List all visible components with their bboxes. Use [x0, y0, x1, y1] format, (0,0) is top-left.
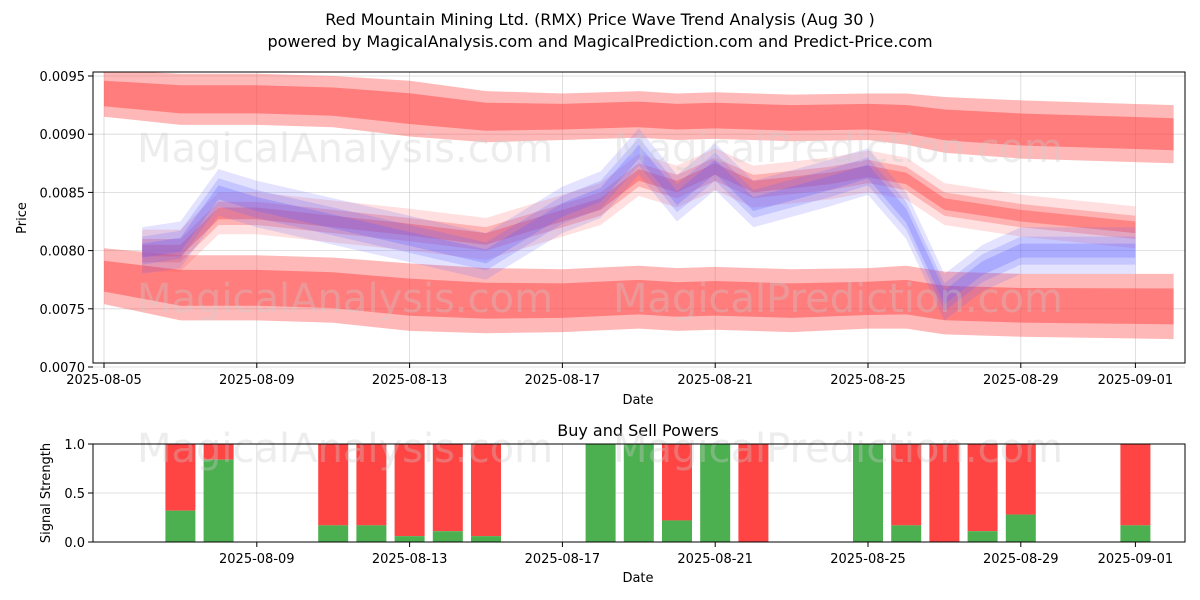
- price-y-axis-label: Price: [15, 202, 30, 234]
- signal-x-tick-label: 2025-08-25: [830, 552, 906, 567]
- buy-bar: [623, 444, 654, 542]
- signal-y-tick-label: 1.0: [64, 438, 85, 453]
- signal-x-tick-label: 2025-08-17: [525, 552, 601, 567]
- price-x-tick-label: 2025-08-17: [525, 373, 601, 388]
- red-wave-layer: [142, 148, 1136, 272]
- sell-bar: [1120, 444, 1151, 526]
- signal-x-tick-label: 2025-08-29: [983, 552, 1059, 567]
- sell-bar: [662, 444, 692, 521]
- sell-bar: [891, 444, 922, 526]
- price-y-tick-label: 0.0075: [40, 303, 86, 318]
- signal-bars: [165, 444, 1151, 542]
- blue-wave-layer: [142, 128, 1136, 321]
- price-x-tick-label: 2025-08-29: [983, 373, 1059, 388]
- price-x-axis-label: Date: [622, 393, 653, 408]
- sell-bar: [967, 444, 998, 532]
- price-panel: MagicalAnalysis.com MagicalPrediction.co…: [15, 70, 1186, 408]
- buy-bar: [432, 531, 463, 542]
- watermark-prediction-bottom: MagicalPrediction.com: [613, 276, 1063, 322]
- signal-panel: Buy and Sell Powers MagicalAnalysis.com …: [39, 421, 1186, 586]
- buy-bar: [203, 459, 234, 542]
- signal-x-tick-label: 2025-09-01: [1098, 552, 1174, 567]
- buy-bar: [967, 531, 998, 542]
- buy-bar: [891, 525, 922, 542]
- price-x-tick-label: 2025-08-05: [66, 373, 142, 388]
- buy-bar: [853, 444, 883, 542]
- price-x-tick-label: 2025-09-01: [1098, 373, 1174, 388]
- price-y-tick-label: 0.0070: [40, 361, 86, 376]
- sell-bar: [1005, 444, 1036, 515]
- sell-bar: [432, 444, 463, 532]
- sell-bar: [203, 444, 234, 460]
- chart-subtitle: powered by MagicalAnalysis.com and Magic…: [267, 32, 932, 51]
- buy-bar: [394, 536, 425, 542]
- sell-bar: [356, 444, 387, 526]
- signal-x-tick-label: 2025-08-21: [677, 552, 753, 567]
- watermark-analysis-top: MagicalAnalysis.com: [137, 126, 553, 172]
- price-y-tick-label: 0.0085: [40, 186, 86, 201]
- buy-bar: [1005, 514, 1036, 542]
- signal-x-axis-label: Date: [622, 571, 653, 586]
- price-x-ticks: 2025-08-05 2025-08-09 2025-08-13 2025-08-17…: [66, 363, 1173, 388]
- watermark-analysis-signal: MagicalAnalysis.com: [137, 426, 553, 472]
- sell-bar: [318, 444, 349, 526]
- price-x-tick-label: 2025-08-25: [830, 373, 906, 388]
- buy-bar: [165, 510, 196, 542]
- signal-y-ticks: 0.0 0.5 1.0: [64, 438, 93, 551]
- chart-title: Red Mountain Mining Ltd. (RMX) Price Wav…: [325, 10, 875, 29]
- sell-bar: [929, 444, 960, 542]
- upper-band-core: [104, 80, 1174, 151]
- price-x-tick-label: 2025-08-21: [677, 373, 753, 388]
- signal-title: Buy and Sell Powers: [557, 421, 719, 440]
- red-wave-layer: [142, 163, 1136, 257]
- price-x-tick-label: 2025-08-09: [219, 373, 295, 388]
- signal-x-tick-label: 2025-08-13: [372, 552, 448, 567]
- sell-bar: [165, 444, 196, 511]
- signal-x-ticks: 2025-08-09 2025-08-13 2025-08-17 2025-08-21…: [219, 542, 1173, 567]
- signal-y-axis-label: Signal Strength: [39, 443, 54, 543]
- buy-bar: [585, 444, 616, 542]
- sell-bar: [394, 444, 425, 537]
- signal-y-tick-label: 0.0: [64, 536, 85, 551]
- buy-bar: [318, 525, 349, 542]
- price-plot-frame: [92, 71, 1186, 364]
- watermark-prediction-top: MagicalPrediction.com: [613, 126, 1063, 172]
- buy-bar: [356, 525, 387, 542]
- price-y-ticks: 0.0070 0.0075 0.0080 0.0085 0.0090 0.0095: [40, 70, 93, 376]
- price-y-tick-label: 0.0095: [40, 70, 86, 85]
- price-x-tick-label: 2025-08-13: [372, 373, 448, 388]
- lower-band-core: [104, 260, 1174, 325]
- blue-wave-layer: [142, 144, 1136, 305]
- sell-bar: [471, 444, 501, 537]
- price-bands: [104, 72, 1174, 340]
- price-y-tick-label: 0.0090: [40, 128, 86, 143]
- red-wave-layer: [142, 157, 1136, 263]
- buy-bar: [662, 520, 692, 542]
- signal-y-tick-label: 0.5: [64, 487, 85, 502]
- sell-bar: [738, 444, 769, 542]
- blue-wave-layer: [142, 137, 1136, 312]
- buy-bar: [471, 536, 501, 542]
- buy-bar: [700, 444, 731, 542]
- watermark-analysis-bottom: MagicalAnalysis.com: [137, 276, 553, 322]
- watermark-prediction-signal: MagicalPrediction.com: [613, 426, 1063, 472]
- buy-bar: [1120, 525, 1151, 542]
- price-y-tick-label: 0.0080: [40, 245, 86, 260]
- signal-x-tick-label: 2025-08-09: [219, 552, 295, 567]
